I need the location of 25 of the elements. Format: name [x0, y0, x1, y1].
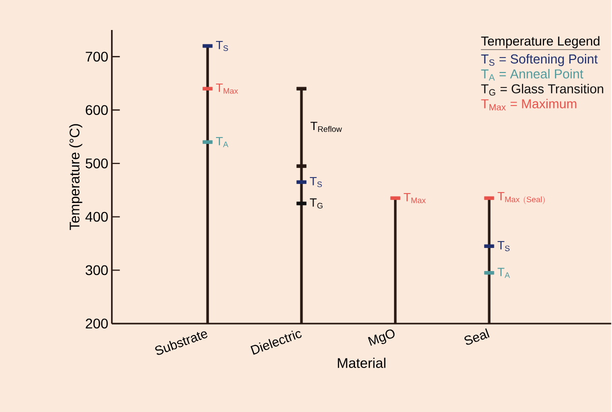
- y-tick-label: 500: [86, 158, 108, 168]
- data-label: $\mathrm{T}_{\mathrm{S}}$: [498, 240, 510, 251]
- legend-title: Temperature Legend: [481, 36, 600, 48]
- x-axis-title: Material: [338, 358, 386, 368]
- text: T$_{S}$ = Softening Point: [481, 54, 598, 66]
- data-label: $\mathrm{T}_{\mathrm{A}}$: [498, 268, 510, 278]
- data-label: $\mathrm{T}_{\mathrm{G}}$: [310, 198, 323, 208]
- y-tick-label: 200: [86, 318, 108, 328]
- data-label: $\mathrm{T}_{\mathrm{S}}$: [310, 176, 322, 187]
- data-label: $\mathrm{T}_{\mathrm{Max\ (Seal)}}$: [498, 192, 545, 204]
- data-label: $\mathrm{T}_{\mathrm{Max}}$: [404, 192, 426, 203]
- y-tick-label: 300: [86, 265, 108, 275]
- data-label: $\mathrm{T}_{\mathrm{A}}$: [216, 136, 228, 147]
- text: T$_{G}$ = Glass Transition: [481, 84, 604, 96]
- text: T$_{A}$ = Anneal Point: [481, 68, 584, 80]
- text: T$_{Max}$ = Maximum: [481, 98, 576, 110]
- x-tick-label: Seal: [464, 328, 490, 345]
- annotation: T$_{Reflow}$: [310, 122, 342, 132]
- y-tick-label: 700: [86, 51, 108, 62]
- data-label: $\mathrm{T}_{\mathrm{S}}$: [216, 40, 228, 51]
- data-label: $\mathrm{T}_{\mathrm{Max}}$: [216, 83, 238, 94]
- y-axis-title: Temperature (°C): [69, 124, 82, 230]
- y-tick-label: 400: [85, 212, 108, 222]
- x-tick-label: MgO: [368, 329, 395, 346]
- y-tick-label: 600: [86, 104, 108, 115]
